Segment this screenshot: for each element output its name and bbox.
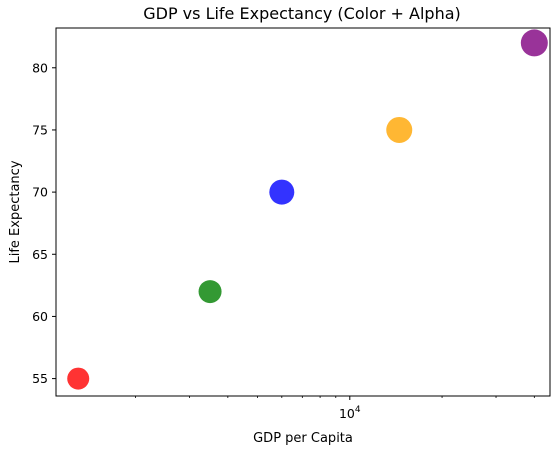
data-point <box>520 29 548 57</box>
y-tick-label: 65 <box>32 247 48 262</box>
data-point <box>386 116 413 143</box>
y-tick-label: 60 <box>32 309 48 324</box>
points-layer <box>67 29 548 390</box>
plot-frame <box>55 27 551 397</box>
data-point <box>198 280 222 304</box>
x-axis-label: GDP per Capita <box>253 431 353 446</box>
x-tick-label: 104 <box>339 405 361 421</box>
y-tick-label: 75 <box>32 122 48 137</box>
y-axis-label: Life Expectancy <box>8 160 23 263</box>
chart-title: GDP vs Life Expectancy (Color + Alpha) <box>143 4 461 23</box>
data-point <box>269 179 295 205</box>
y-tick-label: 80 <box>32 60 48 75</box>
ticks-layer: 55 60 65 70 75 80 104 <box>32 60 535 421</box>
y-tick-label: 70 <box>32 185 48 200</box>
data-point <box>67 367 90 390</box>
y-tick-label: 55 <box>32 371 48 386</box>
